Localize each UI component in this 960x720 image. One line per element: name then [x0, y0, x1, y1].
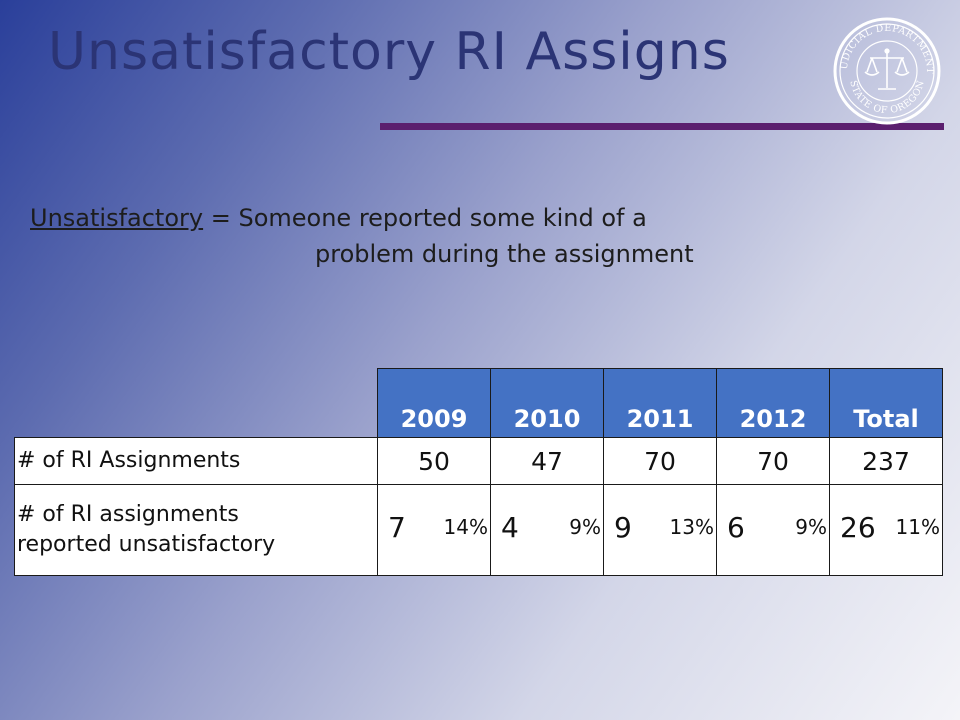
definition-text-line1: = Someone reported some kind of a	[203, 204, 647, 232]
unsatisfactory-2009: 7 14%	[377, 484, 491, 576]
column-header-total: Total	[829, 368, 943, 438]
slide-title: Unsatisfactory RI Assigns	[48, 22, 730, 82]
row-label-line1: # of RI assignments	[17, 502, 239, 527]
assignments-total: 237	[829, 437, 943, 485]
scales-of-justice-icon	[864, 48, 910, 90]
title-divider	[380, 123, 944, 130]
unsatisfactory-percent: 9%	[569, 515, 601, 539]
assignments-2011: 70	[603, 437, 717, 485]
table-row: # of RI assignments reported unsatisfact…	[14, 484, 943, 576]
assignments-2010: 47	[490, 437, 604, 485]
oregon-judicial-seal: JUDICIAL DEPARTMENT STATE OF OREGON	[832, 16, 941, 125]
unsatisfactory-count: 7	[388, 511, 406, 544]
ri-assignments-table: 2009 2010 2011 2012 Total # of RI Assign…	[14, 368, 943, 576]
definition-text-line2: problem during the assignment	[315, 240, 694, 268]
unsatisfactory-2011: 9 13%	[603, 484, 717, 576]
unsatisfactory-2010: 4 9%	[490, 484, 604, 576]
unsatisfactory-count: 9	[614, 511, 632, 544]
unsatisfactory-percent: 9%	[795, 515, 827, 539]
unsatisfactory-count: 4	[501, 511, 519, 544]
unsatisfactory-2012: 6 9%	[716, 484, 830, 576]
assignments-2012: 70	[716, 437, 830, 485]
svg-text:JUDICIAL DEPARTMENT: JUDICIAL DEPARTMENT	[832, 16, 935, 74]
column-header-2011: 2011	[603, 368, 717, 438]
unsatisfactory-count: 26	[840, 511, 876, 544]
assignments-2009: 50	[377, 437, 491, 485]
seal-top-text: JUDICIAL DEPARTMENT	[832, 16, 935, 74]
row-label-assignments: # of RI Assignments	[14, 437, 378, 485]
column-header-2012: 2012	[716, 368, 830, 438]
unsatisfactory-total: 26 11%	[829, 484, 943, 576]
table-row: # of RI Assignments 50 47 70 70 237	[14, 437, 943, 485]
unsatisfactory-percent: 14%	[443, 515, 488, 539]
row-label-line2: reported unsatisfactory	[17, 532, 276, 557]
column-header-2010: 2010	[490, 368, 604, 438]
table-header-row: 2009 2010 2011 2012 Total	[14, 368, 943, 438]
unsatisfactory-definition: Unsatisfactory = Someone reported some k…	[30, 200, 694, 272]
column-header-2009: 2009	[377, 368, 491, 438]
unsatisfactory-count: 6	[727, 511, 745, 544]
definition-term: Unsatisfactory	[30, 204, 204, 232]
unsatisfactory-percent: 13%	[669, 515, 714, 539]
header-blank-cell	[14, 368, 378, 438]
unsatisfactory-percent: 11%	[895, 515, 940, 539]
row-label-unsatisfactory: # of RI assignments reported unsatisfact…	[14, 484, 378, 576]
